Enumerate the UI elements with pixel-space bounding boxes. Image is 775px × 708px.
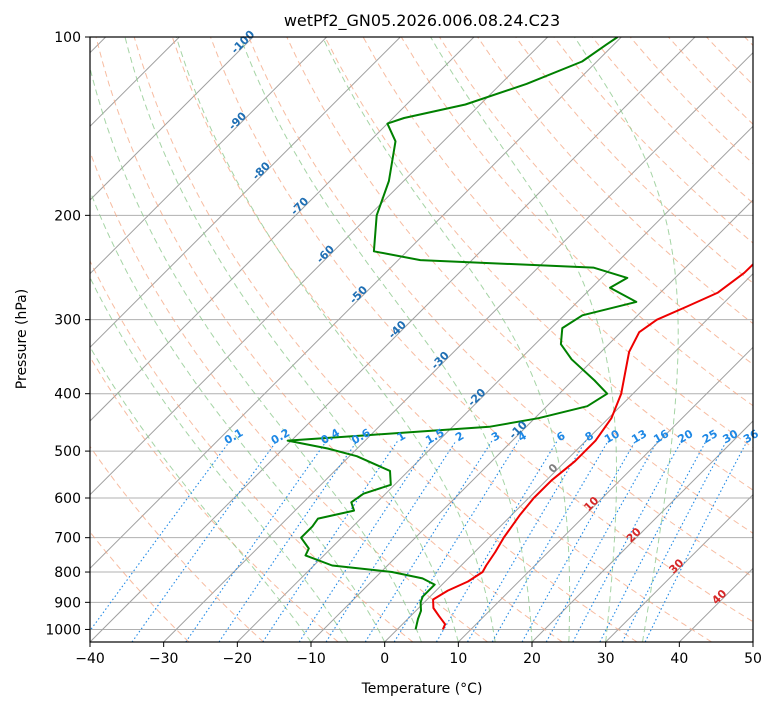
mixing-ratio-line xyxy=(185,440,328,642)
y-tick-label: 800 xyxy=(54,565,81,581)
temperature-profile-line xyxy=(432,262,753,630)
x-tick-label: 40 xyxy=(670,651,688,667)
mixing-ratio-line xyxy=(90,440,231,632)
dry-adiabat-line xyxy=(171,37,712,642)
y-tick-label: 400 xyxy=(54,387,81,403)
x-axis-title: Temperature (°C) xyxy=(361,681,483,697)
series-layer xyxy=(286,37,753,630)
dewpoint-profile-line xyxy=(286,37,638,630)
x-tick-label: 50 xyxy=(744,651,762,667)
moist-adiabat-line xyxy=(574,37,679,642)
plot-frame xyxy=(89,36,754,643)
x-tick-label: −10 xyxy=(296,651,326,667)
mixing-ratio-line xyxy=(131,440,278,642)
x-tick-label: 0 xyxy=(380,651,389,667)
mixing-ratio-line xyxy=(572,440,683,642)
moist-adiabat-line xyxy=(430,37,617,642)
mixing-ratio-line xyxy=(521,440,637,642)
mixing-ratio-line xyxy=(435,440,558,642)
moist-adiabat-line xyxy=(322,37,571,642)
y-tick-label: 200 xyxy=(54,208,81,224)
mixing-ratio-line xyxy=(298,440,432,642)
isotherm-line xyxy=(90,37,254,201)
grid-layer xyxy=(90,37,753,642)
isotherm-line xyxy=(90,37,696,642)
isotherm-line xyxy=(605,493,753,642)
y-tick-label: 700 xyxy=(54,531,81,547)
dry-adiabat-line xyxy=(95,37,563,642)
y-tick-label: 100 xyxy=(54,30,81,46)
mixing-ratio-line xyxy=(545,440,659,642)
mixing-ratio-line xyxy=(325,440,457,642)
moist-adiabat-line xyxy=(239,37,533,642)
isotherm-line xyxy=(163,51,753,642)
isotherm-line xyxy=(90,37,328,275)
dry-adiabat-line xyxy=(90,356,339,642)
mixing-ratio-line xyxy=(491,440,609,642)
x-tick-label: 30 xyxy=(597,651,615,667)
y-tick-label: 500 xyxy=(54,444,81,460)
isotherm-line xyxy=(90,37,475,422)
y-tick-label: 600 xyxy=(54,491,81,507)
dry-adiabat-line xyxy=(515,37,753,284)
moist-adiabat-line xyxy=(90,345,312,642)
moist-adiabat-line xyxy=(90,189,386,642)
isotherm-line xyxy=(236,125,753,642)
mixing-ratio-line xyxy=(364,440,493,642)
isotherm-line xyxy=(384,272,753,642)
dry-adiabat-line xyxy=(210,37,753,623)
y-tick-label: 300 xyxy=(54,313,81,329)
isotherm-line xyxy=(457,346,753,642)
y-tick-label: 900 xyxy=(54,595,81,611)
x-tick-label: −30 xyxy=(149,651,179,667)
mixing-ratio-line xyxy=(467,440,587,642)
dry-adiabat-line xyxy=(248,37,753,578)
dry-adiabat-line xyxy=(324,37,753,491)
chart-title: wetPf2_GN05.2026.006.08.24.C23 xyxy=(284,11,560,31)
x-tick-label: −20 xyxy=(223,651,253,667)
x-tick-label: −40 xyxy=(75,651,105,667)
axis-layer: −40 −30 −20 −10 0 10 20 30 40 50 100 200 300 400 500 60… xyxy=(45,30,762,667)
dry-adiabat-line xyxy=(286,37,753,534)
x-tick-label: 10 xyxy=(449,651,467,667)
mixing-ratio-line xyxy=(262,440,399,642)
dry-adiabat-line xyxy=(90,445,264,642)
x-tick-label: 20 xyxy=(523,651,541,667)
y-tick-label: 1000 xyxy=(45,622,81,638)
moist-adiabat-line xyxy=(175,37,496,642)
isotherm-line xyxy=(90,37,549,496)
dry-adiabat-line xyxy=(133,37,638,642)
dry-adiabat-line xyxy=(90,259,414,642)
isotherm-line xyxy=(90,37,401,349)
mixing-ratio-line xyxy=(393,440,520,642)
isotherm-line xyxy=(90,37,622,570)
isotherm-line xyxy=(531,420,753,642)
y-axis-title: Pressure (hPa) xyxy=(14,289,30,389)
moist-adiabat-line xyxy=(90,65,422,642)
moist-adiabat-line xyxy=(90,276,349,642)
mixing-ratio-line xyxy=(644,440,748,642)
